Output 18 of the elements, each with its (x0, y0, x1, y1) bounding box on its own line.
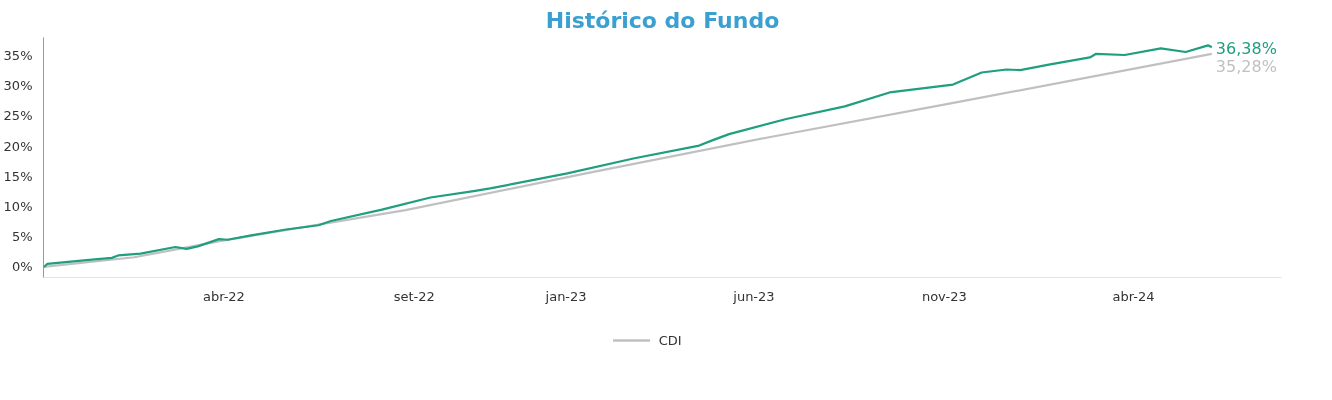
y-tick-label: 25% (3, 108, 33, 124)
y-tick-label: 30% (3, 78, 33, 94)
y-tick-label: 0% (11, 259, 33, 275)
x-tick-label: set-22 (393, 288, 435, 304)
x-tick-label: abr-22 (202, 288, 245, 304)
x-tick-label: nov-23 (921, 288, 967, 304)
chart-title: Histórico do Fundo (545, 7, 780, 33)
y-tick-label: 5% (11, 229, 33, 245)
legend-label: CDI (658, 333, 682, 348)
y-tick-label: 10% (3, 199, 33, 215)
x-tick-label: jun-23 (732, 288, 775, 304)
data-label: 36,38% (1215, 38, 1277, 58)
y-tick-label: 15% (3, 168, 33, 184)
y-tick-label: 35% (3, 48, 33, 64)
y-tick-label: 20% (3, 138, 33, 154)
x-tick-label: jan-23 (544, 288, 587, 304)
data-label: 35,28% (1215, 57, 1277, 77)
x-tick-label: abr-24 (1112, 288, 1155, 304)
